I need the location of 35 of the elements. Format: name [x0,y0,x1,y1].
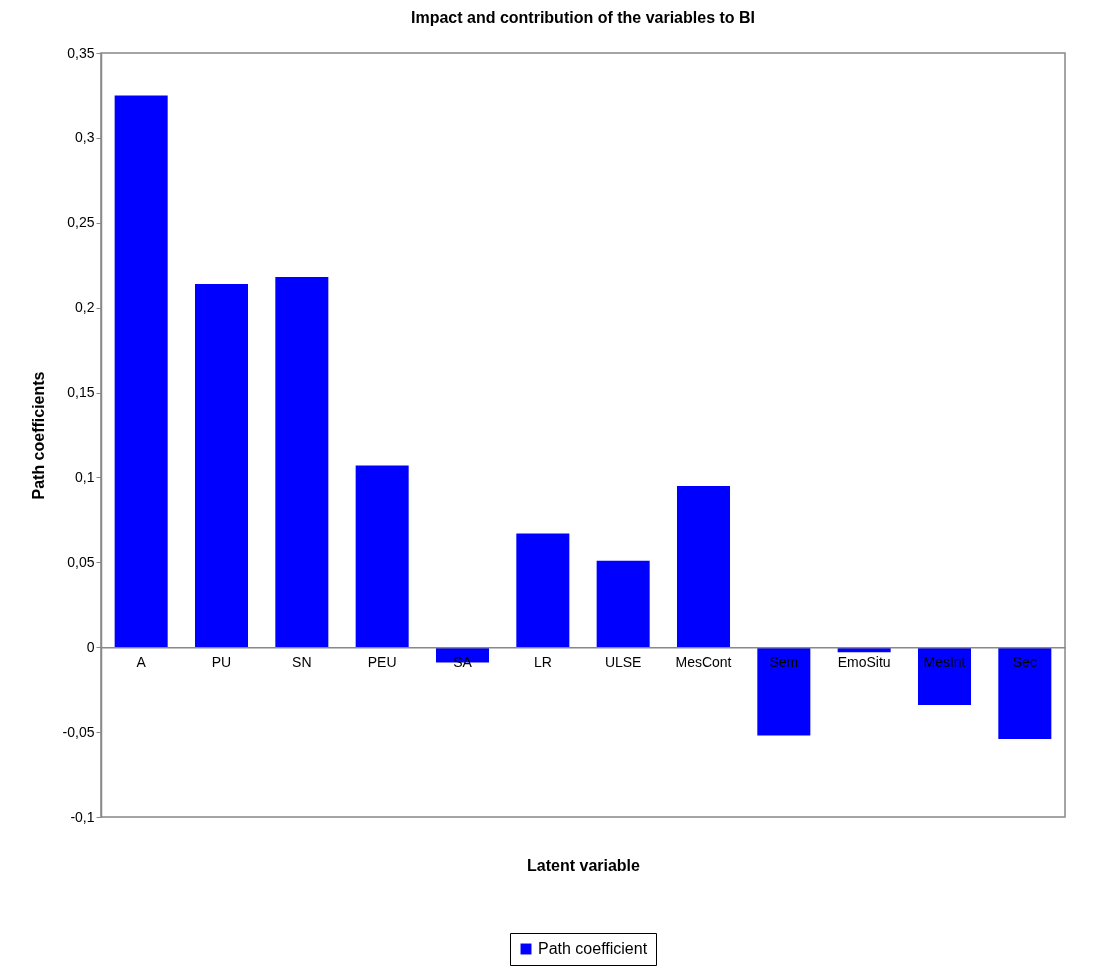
x-axis-title: Latent variable [527,856,641,874]
y-tick-label: 0,05 [67,553,95,570]
y-tick-label: 0 [86,638,95,655]
y-tick-label: 0,3 [75,129,95,146]
x-tick-label: PEU [367,653,397,670]
y-tick-label: 0,2 [75,299,95,316]
x-tick-label: A [136,653,147,670]
x-tick-label: MesInt [923,653,966,670]
y-tick-label: 0,15 [67,384,95,401]
y-axis-title: Path coefficients [29,371,47,500]
bar [596,560,650,648]
x-tick-label: Sem [769,653,799,670]
bar [355,465,409,648]
y-tick-label: 0,35 [67,44,95,61]
bar [676,485,731,648]
y-tick-label: 0,1 [75,468,95,485]
x-tick-label: MesCont [675,653,732,670]
bar [516,533,570,648]
bar [194,283,249,648]
x-tick-label: SN [292,653,312,670]
bar [114,95,168,648]
y-tick-label: -0,05 [62,723,95,740]
x-tick-label: EmoSitu [837,653,891,670]
bar [917,647,972,705]
x-tick-label: PU [211,653,232,670]
chart-title: Impact and contribution of the variables to BI [410,9,756,26]
x-tick-label: Sec [1012,653,1037,670]
x-tick-label: LR [533,653,552,670]
x-tick-label: ULSE [604,653,642,670]
y-tick-label: -0,1 [70,808,95,825]
bar [275,277,329,648]
bar [757,647,811,736]
legend-label: Path coefficient [538,940,648,957]
bar [998,647,1052,739]
y-tick-label: 0,25 [67,214,95,231]
